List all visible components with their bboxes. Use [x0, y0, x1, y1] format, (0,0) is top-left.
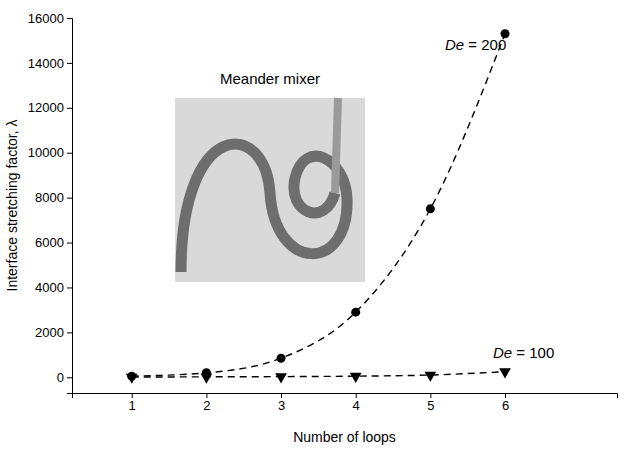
tick-mark: [67, 243, 72, 244]
tick-label: 4000: [35, 280, 64, 295]
tick-mark: [67, 153, 72, 154]
tick: 2000: [35, 325, 72, 340]
tick: 4000: [35, 280, 72, 295]
chart: Meander mixer 0 2000 4000 6000 8000 10000 12000…: [0, 0, 625, 451]
tick: 10000: [28, 145, 72, 160]
annotation: Meander mixer: [220, 70, 320, 87]
series-label: De = 200: [445, 36, 506, 53]
tick-mark: [67, 332, 72, 333]
tick-mark: [67, 108, 72, 109]
tick: 16000: [28, 11, 72, 26]
tick: 12000: [28, 100, 72, 115]
marker: [200, 373, 212, 383]
tick-label: 8000: [35, 190, 64, 205]
marker: [499, 368, 511, 378]
axis-line: [73, 394, 618, 399]
inset-outlet: [335, 98, 338, 193]
tick-label: 16000: [28, 11, 64, 26]
tick-label: 6000: [35, 235, 64, 250]
marker: [277, 354, 286, 363]
tick: 1: [129, 393, 136, 413]
tick: 6000: [35, 235, 72, 250]
tick-mark: [67, 287, 72, 288]
inset-image: [175, 98, 365, 282]
inset-background: [175, 98, 365, 282]
marker: [350, 373, 362, 383]
tick-label: 2: [203, 398, 210, 413]
tick-label: 6: [502, 398, 509, 413]
series-line: [132, 372, 505, 377]
tick-label: 10000: [28, 145, 64, 160]
tick-label: 4: [353, 398, 360, 413]
tick-label: 3: [278, 398, 285, 413]
series-label: De = 100: [493, 344, 554, 361]
series-line: [132, 34, 505, 376]
axis-title: Interface stretching factor, λ: [4, 120, 20, 292]
tick-mark: [67, 377, 72, 378]
axis-line: [67, 19, 73, 394]
marker: [424, 372, 436, 382]
marker: [275, 373, 287, 383]
tick: 2: [203, 393, 210, 413]
tick: 14000: [28, 56, 72, 71]
y-axis: 0 2000 4000 6000 8000 10000 12000 14000 16000: [28, 11, 73, 394]
tick: 3: [278, 393, 285, 413]
tick: 5: [427, 393, 434, 413]
tick: 6: [502, 393, 509, 413]
tick-mark: [67, 63, 72, 64]
tick: 0: [57, 370, 72, 385]
x-axis: 1 2 3 4 5 6: [73, 393, 618, 413]
tick: 4: [353, 393, 360, 413]
tick-label: 0: [57, 370, 64, 385]
tick-mark: [67, 198, 72, 199]
tick-label: 2000: [35, 325, 64, 340]
tick-label: 5: [427, 398, 434, 413]
marker: [351, 308, 360, 317]
inset-channel: [181, 144, 347, 272]
marker: [426, 204, 435, 213]
axis-title: Number of loops: [293, 429, 396, 445]
marks: [126, 29, 511, 384]
marker: [126, 374, 138, 384]
tick-mark: [67, 18, 72, 19]
tick-label: 12000: [28, 100, 64, 115]
tick: 8000: [35, 190, 72, 205]
tick-label: 1: [129, 398, 136, 413]
plot: Meander mixer 0 2000 4000 6000 8000 10000 12000…: [28, 11, 618, 414]
tick-label: 14000: [28, 56, 64, 71]
